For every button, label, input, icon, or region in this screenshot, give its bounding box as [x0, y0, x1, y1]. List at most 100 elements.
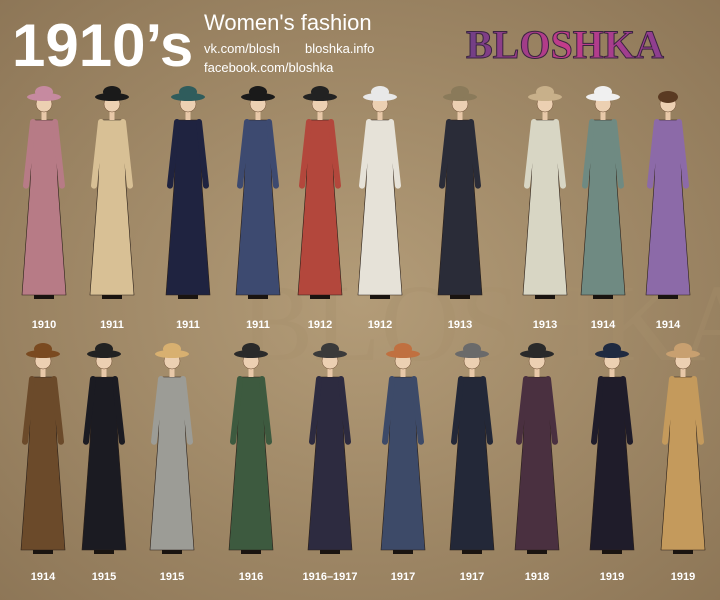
shoes: [162, 550, 182, 554]
arms: [151, 376, 193, 445]
neck: [665, 110, 671, 120]
year-label: 1914: [656, 319, 681, 331]
figure: [660, 343, 706, 554]
shoes: [178, 295, 198, 299]
neck: [248, 367, 254, 377]
neck: [327, 367, 333, 377]
arms: [91, 119, 133, 189]
arms: [83, 376, 125, 445]
hat-crown: [34, 343, 52, 355]
arms: [309, 376, 351, 445]
year-label: 1914: [31, 571, 56, 583]
arms: [662, 376, 704, 445]
hat-crown: [603, 343, 621, 355]
hat-crown: [463, 343, 481, 355]
shoes: [33, 550, 53, 554]
year-label: 1911: [246, 319, 270, 331]
figure: [514, 343, 560, 554]
figure: [589, 343, 635, 554]
neck: [317, 110, 323, 120]
figure: [149, 343, 195, 554]
shoes: [310, 295, 330, 299]
figure: [235, 86, 281, 299]
hat-crown: [163, 343, 181, 355]
hat-crown: [95, 343, 113, 355]
neck: [185, 110, 191, 120]
shoes: [34, 295, 54, 299]
hair: [658, 91, 678, 103]
year-label: 1916–1917: [302, 571, 357, 583]
shoes: [450, 295, 470, 299]
hat-crown: [451, 86, 469, 98]
hat-crown: [321, 343, 339, 355]
neck: [109, 110, 115, 120]
year-label: 1915: [160, 571, 184, 583]
year-label: 1919: [671, 571, 695, 583]
figure: [297, 86, 343, 299]
hat-crown: [103, 86, 121, 98]
arms: [516, 376, 558, 445]
hat-crown: [371, 86, 389, 98]
shoes: [527, 550, 547, 554]
year-label: 1917: [460, 571, 484, 583]
shoes: [94, 550, 114, 554]
arms: [167, 119, 209, 189]
arms: [591, 376, 633, 445]
figure: [580, 86, 626, 299]
year-label: 1914: [591, 319, 616, 331]
link: facebook.com/bloshka: [204, 60, 334, 75]
arms: [23, 119, 65, 189]
hat-crown: [311, 86, 329, 98]
year-label: 1916: [239, 571, 263, 583]
year-label: 1919: [600, 571, 624, 583]
year-label: 1917: [391, 571, 415, 583]
figure: [307, 343, 353, 554]
shoes: [320, 550, 340, 554]
hat-crown: [594, 86, 612, 98]
hat-crown: [674, 343, 692, 355]
arms: [439, 119, 481, 189]
figure: [228, 343, 274, 554]
arms: [382, 376, 424, 445]
hat-crown: [536, 86, 554, 98]
figure: [21, 86, 67, 299]
shoes: [370, 295, 390, 299]
hat-crown: [179, 86, 197, 98]
figure: [380, 343, 426, 554]
arms: [237, 119, 279, 189]
neck: [469, 367, 475, 377]
shoes: [248, 295, 268, 299]
shoes: [593, 295, 613, 299]
neck: [600, 110, 606, 120]
neck: [542, 110, 548, 120]
year-label: 1913: [448, 319, 472, 331]
figures: 1910 1911 1911 1911 1912 1912 1913 1913 1914 1914…: [20, 86, 706, 583]
shoes: [241, 550, 261, 554]
arms: [524, 119, 566, 189]
shoes: [658, 295, 678, 299]
shoes: [673, 550, 693, 554]
neck: [101, 367, 107, 377]
hat-crown: [249, 86, 267, 98]
figure: [449, 343, 495, 554]
year-label: 1911: [176, 319, 200, 331]
figure: [357, 86, 403, 299]
arms: [451, 376, 493, 445]
arms: [230, 376, 272, 445]
hat-crown: [35, 86, 53, 98]
figure: [437, 86, 483, 299]
arms: [299, 119, 341, 189]
shoes: [462, 550, 482, 554]
year-label: 1912: [368, 319, 392, 331]
year-label: 1910: [32, 319, 56, 331]
neck: [41, 110, 47, 120]
arms: [22, 376, 64, 445]
year-label: 1911: [100, 319, 124, 331]
neck: [255, 110, 261, 120]
hat-crown: [394, 343, 412, 355]
neck: [680, 367, 686, 377]
figure: [165, 86, 211, 299]
neck: [609, 367, 615, 377]
year-label: 1912: [308, 319, 332, 331]
